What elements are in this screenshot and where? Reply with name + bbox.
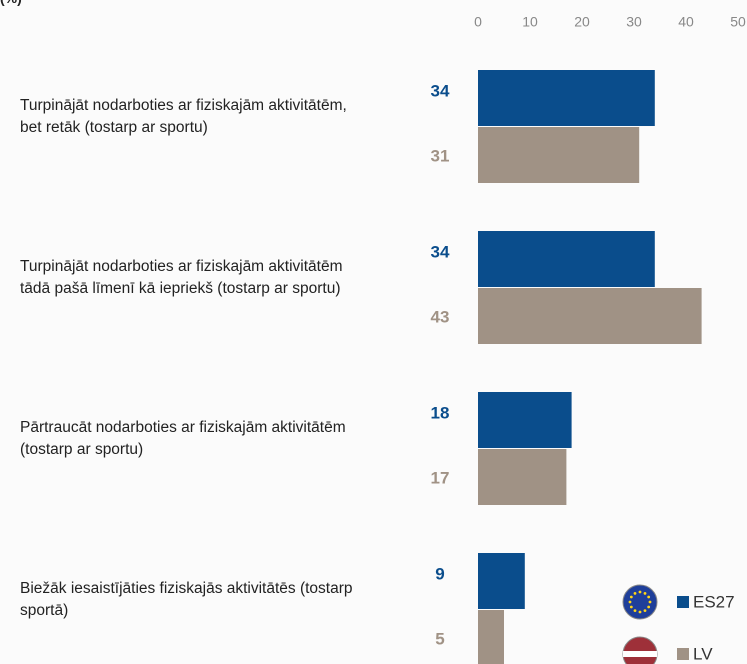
flag-star — [648, 600, 652, 604]
flag-star — [647, 595, 651, 599]
value-label: 9 — [435, 564, 444, 583]
value-label: 18 — [431, 403, 450, 422]
flag-star — [647, 605, 651, 609]
x-tick-label: 20 — [574, 14, 590, 30]
flag-star — [629, 605, 633, 609]
value-label: 34 — [431, 81, 450, 100]
chart-subtitle: (%) — [0, 0, 22, 6]
bar — [478, 127, 640, 183]
bar — [478, 449, 567, 505]
value-label: 34 — [431, 242, 450, 261]
bar — [478, 553, 525, 609]
bar — [478, 392, 572, 448]
value-label: 17 — [431, 468, 450, 487]
legend-swatch — [677, 648, 689, 660]
category-label: Pārtraucāt nodarboties ar fiziskajām akt… — [20, 419, 346, 458]
flag-star — [633, 609, 637, 613]
x-tick-label: 30 — [626, 14, 642, 30]
flag-star — [629, 595, 633, 599]
flag-star — [638, 610, 642, 614]
legend-flag — [622, 584, 658, 620]
flag-star — [643, 591, 647, 595]
flag-star — [643, 609, 647, 613]
category-label: Turpinājāt nodarboties ar fiziskajām akt… — [20, 97, 347, 136]
bar — [478, 610, 504, 664]
bar — [478, 70, 655, 126]
legend-swatch — [677, 596, 689, 608]
x-tick-label: 50 — [730, 14, 746, 30]
bar — [478, 231, 655, 287]
category-label: Biežāk iesaistījāties fiziskajās aktivit… — [20, 580, 353, 619]
flag-star — [628, 600, 632, 604]
value-label: 5 — [435, 629, 444, 648]
legend-flag — [622, 636, 658, 664]
x-tick-label: 40 — [678, 14, 694, 30]
legend-item: ES27 — [622, 584, 735, 620]
flag-stripe — [623, 651, 657, 657]
bar — [478, 288, 702, 344]
legend-label: ES27 — [693, 592, 735, 611]
legend-label: LV — [693, 644, 713, 663]
flag-star — [633, 591, 637, 595]
legend-item: LV — [622, 636, 713, 664]
value-label: 31 — [431, 146, 450, 165]
flag-star — [638, 590, 642, 594]
value-label: 43 — [431, 307, 450, 326]
x-tick-label: 10 — [522, 14, 538, 30]
x-tick-label: 0 — [474, 14, 482, 30]
category-label: Turpinājāt nodarboties ar fiziskajām akt… — [20, 258, 343, 297]
